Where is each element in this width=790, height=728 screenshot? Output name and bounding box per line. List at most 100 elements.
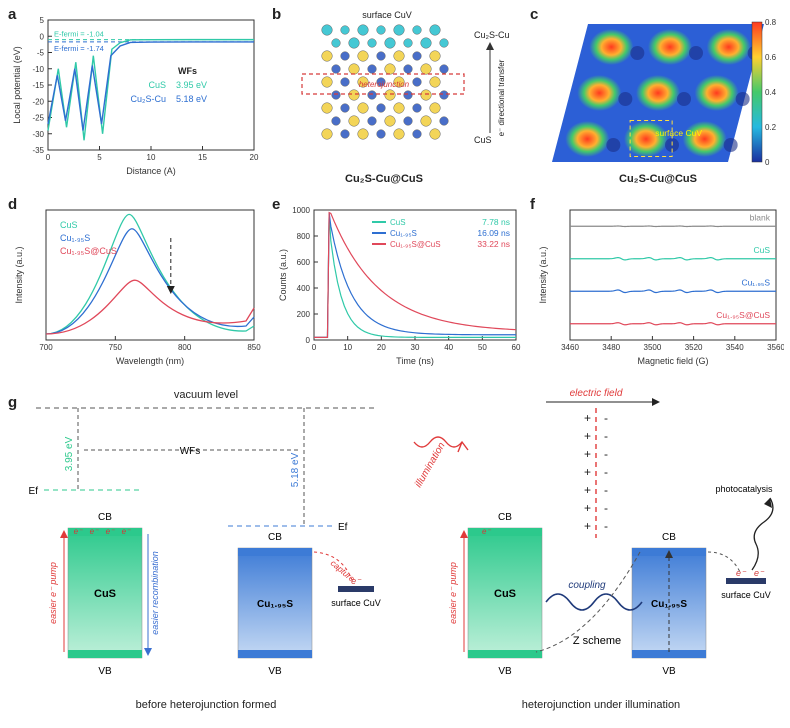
- svg-text:+: +: [584, 447, 591, 461]
- svg-text:5.18 eV: 5.18 eV: [176, 94, 207, 104]
- svg-text:10: 10: [343, 343, 352, 352]
- svg-text:CuS: CuS: [148, 80, 166, 90]
- svg-text:Cu₁.₉₅S@CuS: Cu₁.₉₅S@CuS: [60, 246, 117, 256]
- svg-text:E-fermi = -1.74: E-fermi = -1.74: [54, 44, 104, 53]
- svg-text:easier recombination: easier recombination: [150, 551, 160, 635]
- svg-text:3.95 eV: 3.95 eV: [176, 80, 207, 90]
- svg-text:e⁻: e⁻: [106, 527, 115, 536]
- svg-text:-30: -30: [32, 130, 44, 139]
- panel-c: c surface CuV00.20.40.60.8Cu₂S-Cu@CuS: [530, 6, 784, 188]
- chart-decay: 010203040506002004006008001000Time (ns)C…: [272, 196, 524, 366]
- svg-text:e⁻: e⁻: [122, 527, 131, 536]
- svg-text:-: -: [604, 501, 608, 515]
- svg-text:-: -: [604, 483, 608, 497]
- svg-text:Cu₁.₉₅S: Cu₁.₉₅S: [741, 277, 770, 287]
- chart-epr: 346034803500352035403560Magnetic field (…: [530, 196, 784, 366]
- panel-a: a 05101520-35-30-25-20-15-10-505Distance…: [6, 6, 262, 176]
- svg-text:CB: CB: [662, 532, 676, 543]
- schematic-band: vacuum levelCBVBCuSe⁻e⁻e⁻e⁻Ef3.95 eVeasi…: [6, 378, 784, 722]
- svg-text:CB: CB: [98, 512, 112, 523]
- chart-pl: 700750800850Wavelength (nm)Intensity (a.…: [6, 196, 262, 366]
- svg-text:0: 0: [40, 32, 45, 41]
- svg-text:1000: 1000: [292, 206, 310, 215]
- svg-text:3.95 eV: 3.95 eV: [64, 436, 75, 471]
- svg-text:Magnetic field (G): Magnetic field (G): [637, 356, 708, 366]
- svg-text:-35: -35: [32, 146, 44, 155]
- svg-text:5.18 eV: 5.18 eV: [290, 452, 301, 487]
- svg-text:VB: VB: [98, 666, 112, 677]
- svg-text:0.4: 0.4: [765, 88, 777, 97]
- svg-text:VB: VB: [268, 666, 282, 677]
- svg-text:3500: 3500: [644, 343, 662, 352]
- svg-text:Intensity (a.u.): Intensity (a.u.): [14, 246, 24, 303]
- svg-text:-: -: [604, 519, 608, 533]
- svg-text:5: 5: [97, 153, 102, 162]
- svg-text:Cu₂S-Cu@CuS: Cu₂S-Cu@CuS: [619, 173, 697, 185]
- svg-text:Ef: Ef: [338, 522, 348, 533]
- svg-text:surface CuV: surface CuV: [362, 10, 412, 20]
- svg-text:-: -: [604, 465, 608, 479]
- svg-text:0: 0: [312, 343, 317, 352]
- svg-text:20: 20: [377, 343, 386, 352]
- svg-text:surface CuV: surface CuV: [721, 590, 771, 600]
- svg-text:10: 10: [147, 153, 156, 162]
- svg-text:e⁻: e⁻: [90, 527, 99, 536]
- svg-text:Cu₁.₉₅S: Cu₁.₉₅S: [390, 229, 417, 238]
- svg-text:Z scheme: Z scheme: [573, 635, 621, 647]
- svg-text:CuS: CuS: [94, 588, 116, 600]
- svg-text:0.8: 0.8: [765, 18, 777, 27]
- svg-text:800: 800: [297, 232, 311, 241]
- svg-text:photocatalysis: photocatalysis: [715, 484, 773, 494]
- svg-text:-25: -25: [32, 114, 44, 123]
- panel-c-label: c: [530, 6, 538, 23]
- svg-text:before heterojunction formed: before heterojunction formed: [136, 699, 277, 711]
- svg-text:e⁻: e⁻: [74, 527, 83, 536]
- svg-text:50: 50: [478, 343, 487, 352]
- svg-text:3560: 3560: [767, 343, 784, 352]
- svg-text:CuS: CuS: [753, 245, 770, 255]
- panel-g: g vacuum levelCBVBCuSe⁻e⁻e⁻e⁻Ef3.95 eVea…: [6, 378, 784, 722]
- svg-text:-10: -10: [32, 65, 44, 74]
- svg-text:+: +: [584, 501, 591, 515]
- svg-text:Distance (A): Distance (A): [126, 166, 176, 176]
- svg-text:-: -: [604, 411, 608, 425]
- svg-text:Cu₂S-Cu: Cu₂S-Cu: [474, 30, 510, 40]
- panel-d-label: d: [8, 196, 17, 213]
- panel-f: f 346034803500352035403560Magnetic field…: [530, 196, 784, 366]
- svg-text:Cu₁.₉₅S: Cu₁.₉₅S: [257, 599, 293, 610]
- panel-e: e 010203040506002004006008001000Time (ns…: [272, 196, 524, 366]
- svg-text:blank: blank: [750, 212, 771, 222]
- svg-text:WFs: WFs: [178, 66, 197, 76]
- svg-text:Cu₁.₉₅S@CuS: Cu₁.₉₅S@CuS: [716, 310, 770, 320]
- svg-text:CuS: CuS: [474, 135, 492, 145]
- svg-text:heterojunction under illuminat: heterojunction under illumination: [522, 699, 680, 711]
- svg-text:Cu₂S-Cu: Cu₂S-Cu: [130, 94, 166, 104]
- svg-text:0: 0: [765, 158, 770, 167]
- svg-text:easier e⁻ pump: easier e⁻ pump: [448, 562, 458, 624]
- svg-text:Counts (a.u.): Counts (a.u.): [278, 249, 288, 301]
- svg-text:0: 0: [306, 336, 311, 345]
- svg-text:e⁻ directional transfer: e⁻ directional transfer: [497, 59, 506, 136]
- svg-text:-: -: [604, 429, 608, 443]
- svg-text:20: 20: [250, 153, 259, 162]
- svg-text:Cu₁.₉₅S@CuS: Cu₁.₉₅S@CuS: [390, 240, 441, 249]
- svg-text:-15: -15: [32, 81, 44, 90]
- svg-text:CuS: CuS: [390, 218, 406, 227]
- svg-text:e⁻: e⁻: [482, 527, 491, 536]
- panel-d: d 700750800850Wavelength (nm)Intensity (…: [6, 196, 262, 366]
- heatmap-cuv: surface CuV00.20.40.60.8Cu₂S-Cu@CuS: [530, 6, 784, 188]
- svg-text:CB: CB: [268, 532, 282, 543]
- svg-text:+: +: [584, 519, 591, 533]
- svg-text:+: +: [584, 465, 591, 479]
- svg-text:heterojunction: heterojunction: [359, 80, 410, 89]
- svg-text:+: +: [584, 411, 591, 425]
- svg-text:electric field: electric field: [570, 388, 623, 399]
- svg-text:3520: 3520: [685, 343, 703, 352]
- svg-text:200: 200: [297, 310, 311, 319]
- svg-text:Ef: Ef: [29, 486, 39, 497]
- panel-a-label: a: [8, 6, 16, 23]
- panel-f-label: f: [530, 196, 535, 213]
- svg-text:e⁻: e⁻: [754, 568, 765, 578]
- svg-text:E-fermi = -1.04: E-fermi = -1.04: [54, 30, 104, 39]
- panel-g-label: g: [8, 394, 17, 411]
